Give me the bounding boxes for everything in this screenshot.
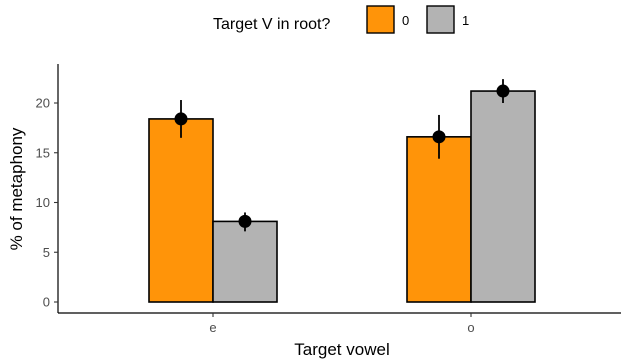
bar-o-0 (406, 136, 472, 303)
y-axis-title: % of metaphony (7, 127, 26, 250)
plot-area (148, 79, 536, 303)
y-tick-label-0: 0 (43, 295, 50, 310)
x-tick-label-o: o (467, 320, 474, 335)
y-tick-label-10: 10 (36, 195, 50, 210)
point-o-0 (432, 130, 446, 144)
x-axis-title: Target vowel (294, 340, 389, 359)
axes: 0 5 10 15 20 e o (36, 64, 621, 335)
legend-label-1: 1 (462, 13, 469, 28)
bar-e-1 (212, 220, 278, 303)
legend-label-0: 0 (402, 13, 409, 28)
legend: Target V in root? 0 1 (213, 5, 469, 34)
point-e-1 (238, 214, 252, 228)
point-e-0 (174, 112, 188, 126)
y-tick-label-15: 15 (36, 145, 50, 160)
point-o-1 (496, 84, 510, 98)
y-tick-label-20: 20 (36, 96, 50, 111)
legend-key-1 (426, 5, 455, 34)
y-tick-label-5: 5 (43, 245, 50, 260)
bar-o-1 (470, 90, 536, 303)
bar-e-0 (148, 118, 214, 303)
x-tick-label-e: e (209, 320, 216, 335)
legend-title: Target V in root? (213, 16, 331, 33)
legend-key-0 (366, 5, 395, 34)
